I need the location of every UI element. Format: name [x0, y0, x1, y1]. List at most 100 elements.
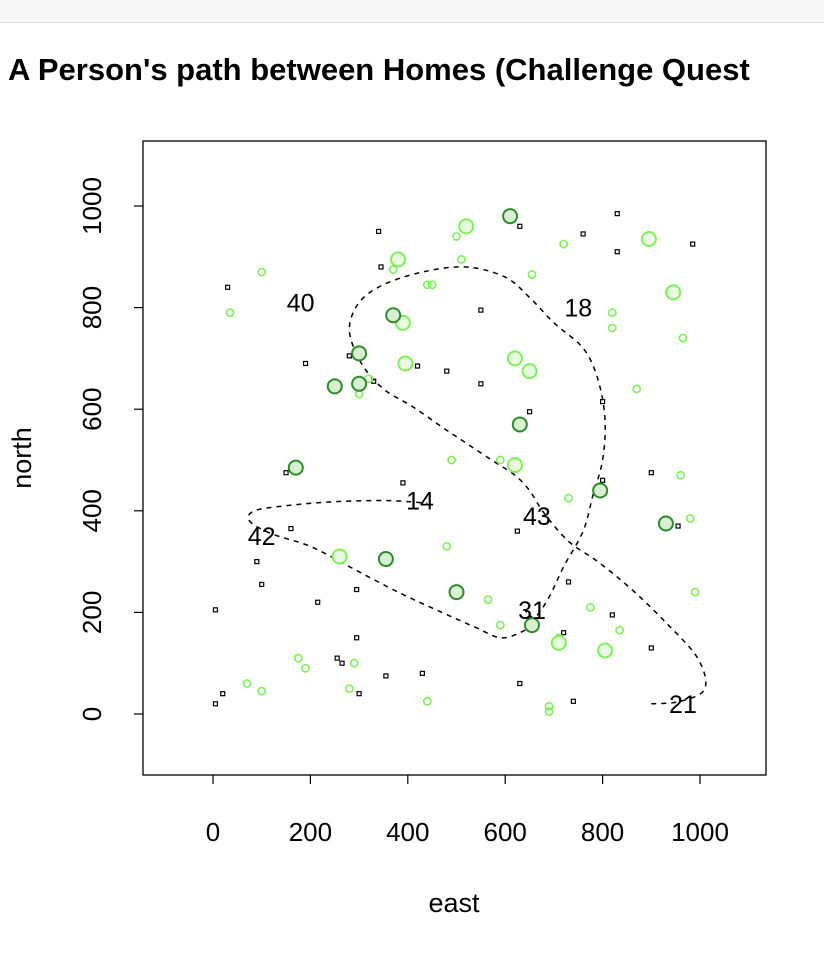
- small-green-point: [257, 686, 267, 696]
- x-tick-label: 1000: [671, 817, 729, 847]
- large-dark-green-point: [523, 617, 540, 634]
- large-dark-green-point: [592, 482, 609, 499]
- black-square-point: [648, 645, 654, 651]
- black-square-point: [315, 599, 321, 605]
- black-square-point: [690, 241, 696, 247]
- small-green-point: [225, 308, 235, 318]
- small-green-point: [427, 280, 437, 290]
- y-tick-label: 1000: [77, 177, 107, 235]
- black-square-point: [220, 691, 226, 697]
- top-strip: [0, 0, 824, 23]
- small-green-point: [301, 663, 310, 673]
- black-square-point: [561, 630, 567, 636]
- path-stop-label: 14: [406, 488, 434, 516]
- path-stop-label: 40: [287, 290, 315, 318]
- small-green-point: [442, 541, 452, 551]
- black-square-point: [478, 381, 484, 387]
- x-tick-label: 800: [581, 817, 624, 847]
- small-green-point: [452, 232, 461, 241]
- small-green-point: [690, 587, 700, 597]
- large-light-green-point: [331, 548, 348, 565]
- small-green-point: [344, 684, 354, 693]
- small-green-point: [447, 455, 457, 465]
- black-square-point: [383, 673, 389, 679]
- large-dark-green-point: [377, 551, 394, 568]
- black-square-point: [565, 579, 572, 585]
- small-green-point: [388, 265, 398, 274]
- small-green-point: [632, 384, 642, 394]
- small-green-point: [607, 323, 617, 333]
- plot-frame: [142, 140, 767, 776]
- black-square-point: [526, 409, 533, 415]
- black-square-point: [212, 701, 219, 707]
- dashed-path: [247, 266, 707, 705]
- y-tick-label: 0: [77, 707, 107, 721]
- black-square-point: [354, 586, 360, 593]
- small-green-point: [349, 658, 359, 668]
- x-tick-label: 0: [206, 817, 220, 847]
- large-light-green-point: [665, 284, 682, 301]
- small-green-point: [678, 333, 688, 343]
- large-dark-green-point: [502, 208, 519, 225]
- small-green-point: [544, 701, 554, 711]
- large-dark-green-point: [287, 459, 304, 476]
- black-square-point: [254, 558, 260, 565]
- path-stop-label: 43: [523, 503, 551, 531]
- black-square-point: [414, 363, 421, 369]
- black-square-point: [346, 353, 352, 359]
- large-dark-green-point: [326, 378, 343, 395]
- black-square-point: [356, 691, 362, 697]
- black-square-point: [517, 223, 523, 229]
- black-square-point: [400, 480, 406, 486]
- black-square-point: [354, 635, 360, 641]
- small-green-point: [257, 267, 267, 277]
- black-square-point: [225, 284, 231, 290]
- black-square-point: [517, 680, 523, 687]
- x-tick-label: 400: [386, 817, 429, 847]
- black-square-point: [570, 698, 576, 704]
- path-stop-label: 18: [564, 295, 592, 323]
- large-light-green-point: [397, 355, 414, 372]
- large-dark-green-point: [351, 375, 368, 392]
- black-square-point: [283, 470, 289, 476]
- small-green-point: [422, 280, 432, 290]
- black-square-point: [334, 655, 340, 661]
- black-square-point: [599, 477, 606, 483]
- black-square-point: [444, 368, 450, 374]
- black-square-point: [599, 398, 606, 405]
- x-tick-label: 600: [484, 817, 527, 847]
- small-green-point: [483, 595, 493, 605]
- y-tick-label: 600: [77, 388, 107, 431]
- small-green-point: [527, 270, 537, 279]
- x-axis-label: east: [428, 888, 480, 918]
- large-dark-green-point: [385, 307, 402, 324]
- large-dark-green-point: [351, 345, 368, 362]
- small-green-point: [615, 625, 625, 635]
- black-square-point: [614, 211, 620, 217]
- black-square-point: [419, 670, 426, 676]
- small-green-point: [676, 470, 685, 480]
- small-green-point: [495, 620, 505, 630]
- black-square-point: [514, 528, 520, 534]
- large-light-green-point: [521, 363, 538, 380]
- large-light-green-point: [390, 251, 407, 268]
- y-tick-label: 400: [77, 489, 107, 532]
- small-green-point: [456, 254, 466, 264]
- small-green-point: [607, 308, 617, 318]
- large-light-green-point: [597, 642, 614, 659]
- small-green-point: [242, 679, 252, 688]
- black-square-point: [378, 264, 384, 270]
- large-dark-green-point: [511, 416, 528, 433]
- small-green-point: [685, 514, 695, 523]
- small-green-point: [564, 493, 573, 503]
- small-green-point: [293, 653, 303, 663]
- large-light-green-point: [550, 634, 567, 651]
- path-stop-label: 31: [518, 597, 546, 625]
- black-square-point: [609, 612, 615, 618]
- large-dark-green-point: [657, 515, 674, 532]
- large-light-green-point: [506, 350, 523, 367]
- black-square-point: [212, 607, 219, 613]
- black-square-point: [580, 231, 586, 237]
- black-square-point: [614, 249, 620, 255]
- black-square-point: [339, 660, 345, 666]
